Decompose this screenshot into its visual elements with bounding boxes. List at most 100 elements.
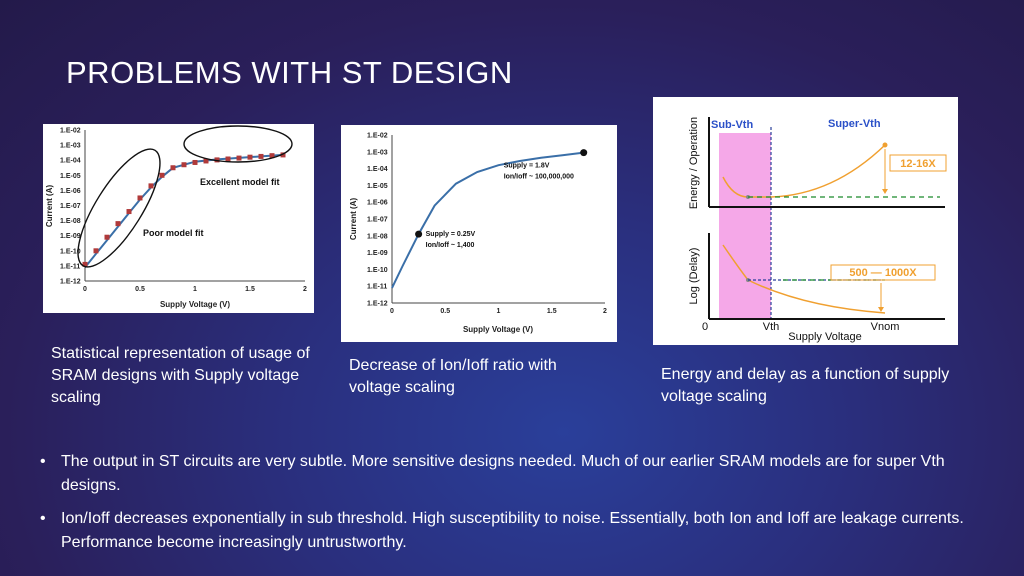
bullet-text: The output in ST circuits are very subtl…: [61, 453, 945, 494]
data-marker: [214, 157, 220, 163]
delay-curve: [722, 244, 886, 314]
point-label: Supply = 1.8V: [504, 163, 550, 170]
x-tick-label: 1.5: [245, 286, 255, 293]
chart-model-fit-svg: 1.E-02 1.E-03 1.E-04 1.E-05 1.E-06 1.E-07 1.E-…: [45, 125, 307, 309]
delay-arrowhead-icon: [878, 307, 884, 312]
data-marker: [236, 155, 242, 161]
chart-energy-delay: 12-16X 500 — 1000X Sub-Vth Super-Vth Ene…: [653, 97, 958, 345]
data-marker: [280, 152, 286, 158]
delay-axis-label: Log (Delay): [688, 248, 700, 305]
x-tick-label: 0: [83, 286, 87, 293]
bullet-dot-icon: •: [40, 453, 46, 470]
highlight-point: [580, 149, 588, 157]
y-tick-label: 1.E-11: [60, 263, 80, 270]
data-marker: [159, 172, 165, 178]
y-tick-label: 1.E-08: [367, 233, 388, 240]
point-ratio-label: Ion/Ioff ~ 100,000,000: [504, 174, 574, 181]
excellent-fit-ellipse: [183, 125, 293, 163]
y-tick-label: 1.E-07: [60, 203, 81, 210]
data-marker: [170, 165, 176, 171]
chart-energy-delay-svg: 12-16X 500 — 1000X Sub-Vth Super-Vth Ene…: [688, 117, 947, 343]
data-marker: [115, 221, 121, 227]
data-marker: [247, 154, 253, 160]
data-marker: [93, 248, 99, 254]
caption-chart1: Statistical representation of usage of S…: [51, 345, 310, 406]
y-tick-label: 1.E-08: [60, 218, 81, 225]
data-marker: [104, 234, 110, 240]
delay-ratio: 500 — 1000X: [849, 267, 917, 279]
y-tick-label: 1.E-10: [60, 248, 81, 255]
poor-fit-ellipse: [77, 148, 161, 268]
data-marker: [137, 195, 143, 201]
y-tick-label: 1.E-04: [60, 158, 81, 165]
data-marker: [258, 153, 264, 159]
y-tick-label: 1.E-09: [367, 250, 388, 257]
x-axis-label: Supply Voltage (V): [160, 300, 230, 309]
data-marker: [126, 209, 132, 215]
y-axis-label: Current (A): [45, 185, 54, 228]
y-tick-label: 1.E-10: [367, 267, 388, 274]
bullet-item: • The output in ST circuits are very subt…: [40, 450, 990, 498]
y-tick-label: 1.E-11: [367, 284, 387, 291]
ion-curve: [391, 151, 584, 289]
y-tick-label: 1.E-12: [367, 301, 388, 308]
chart-ion-ioff: 1.E-02 1.E-03 1.E-04 1.E-05 1.E-06 1.E-07 1.E-…: [341, 125, 617, 342]
y-tick-label: 1.E-09: [60, 233, 81, 240]
x-axis-label: Supply Voltage (V): [463, 325, 533, 334]
caption-chart3: Energy and delay as a function of supply…: [661, 366, 950, 405]
y-tick-label: 1.E-03: [60, 143, 81, 150]
y-tick-label: 1.E-02: [367, 133, 388, 140]
point-label: Supply = 0.25V: [426, 231, 476, 238]
y-tick-label: 1.E-07: [367, 217, 388, 224]
data-marker: [203, 158, 209, 164]
x-axis-label: Supply Voltage: [788, 331, 861, 343]
y-tick-label: 1.E-06: [60, 188, 81, 195]
chart-model-fit: 1.E-02 1.E-03 1.E-04 1.E-05 1.E-06 1.E-07 1.E-…: [43, 124, 314, 313]
y-tick-label: 1.E-03: [367, 149, 388, 156]
x-tick-label: 0: [390, 308, 394, 315]
x-tick-label: 0.5: [440, 308, 450, 315]
data-marker: [192, 159, 198, 165]
y-tick-label: 1.E-06: [367, 200, 388, 207]
y-axis-label: Current (A): [349, 198, 358, 241]
bullet-item: • Ion/Ioff decreases exponentially in sub…: [40, 507, 990, 555]
data-marker: [225, 156, 231, 162]
y-tick-label: 1.E-02: [60, 128, 81, 135]
highlight-point: [415, 230, 423, 238]
sub-vth-label: Sub-Vth: [711, 119, 753, 131]
x-tick-label: 2: [303, 286, 307, 293]
x-tick-label: 1: [193, 286, 197, 293]
energy-axis-label: Energy / Operation: [688, 117, 700, 209]
data-marker: [148, 183, 154, 189]
y-tick-label: 1.E-05: [367, 183, 388, 190]
y-tick-label: 1.E-12: [60, 279, 81, 286]
data-marker: [82, 261, 88, 267]
bullet-dot-icon: •: [40, 510, 46, 527]
tick-vnom: Vnom: [871, 321, 900, 333]
super-vth-label: Super-Vth: [828, 118, 881, 130]
ratio-box-energy: [889, 154, 947, 172]
tick-zero: 0: [702, 321, 708, 333]
chart-ion-ioff-svg: 1.E-02 1.E-03 1.E-04 1.E-05 1.E-06 1.E-07 1.E-…: [349, 133, 607, 335]
x-tick-label: 2: [603, 308, 607, 315]
x-tick-label: 1: [497, 308, 501, 315]
annotation-poor: Poor model fit: [143, 228, 204, 238]
energy-arrowhead-icon: [882, 189, 888, 194]
point-ratio-label: Ion/Ioff ~ 1,400: [426, 242, 475, 249]
x-tick-label: 1.5: [547, 308, 557, 315]
caption-chart2: Decrease of Ion/Ioff ratio with voltage …: [349, 357, 557, 396]
sub-vth-region: [719, 133, 771, 319]
y-tick-label: 1.E-04: [367, 166, 388, 173]
annotation-excellent: Excellent model fit: [200, 177, 280, 187]
data-marker: [269, 153, 275, 159]
data-marker: [181, 162, 187, 168]
y-tick-label: 1.E-05: [60, 173, 81, 180]
x-tick-label: 0.5: [135, 286, 145, 293]
bullet-text: Ion/Ioff decreases exponentially in sub …: [61, 510, 964, 551]
bullet-list: • The output in ST circuits are very subt…: [40, 450, 990, 564]
energy-ratio: 12-16X: [900, 158, 936, 170]
slide-title: PROBLEMS WITH ST DESIGN: [66, 55, 513, 90]
tick-vth: Vth: [763, 321, 780, 333]
energy-max-point: [882, 142, 888, 148]
ratio-box-delay: [830, 264, 936, 281]
